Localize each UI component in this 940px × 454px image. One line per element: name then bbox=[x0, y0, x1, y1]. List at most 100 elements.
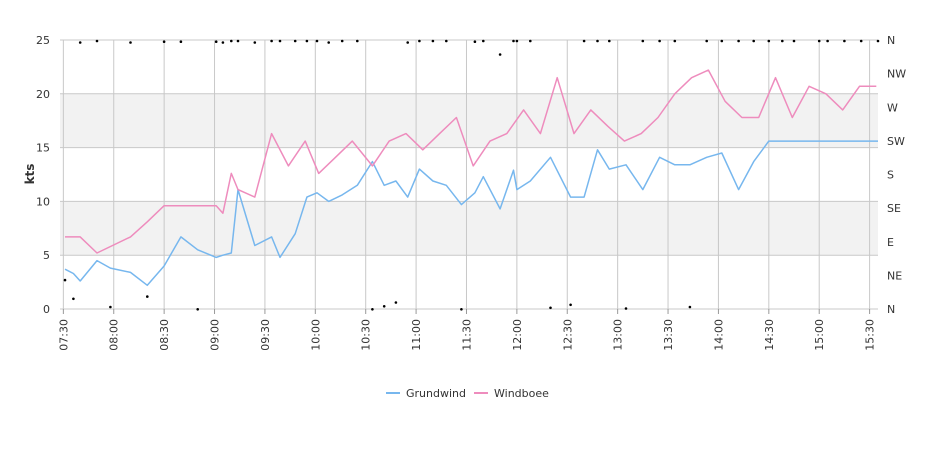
direction-dot bbox=[705, 39, 708, 43]
direction-dot bbox=[162, 40, 166, 43]
direction-dot bbox=[270, 39, 273, 43]
direction-dot bbox=[512, 39, 515, 43]
direction-dot bbox=[752, 39, 755, 43]
direction-dot bbox=[473, 40, 477, 43]
series-layer bbox=[64, 69, 878, 287]
x-tick-label: 14:00 bbox=[712, 319, 725, 351]
grid-band-1 bbox=[60, 93, 878, 148]
x-tick-label: 08:30 bbox=[158, 319, 171, 351]
y-axis-label: kts bbox=[23, 164, 37, 185]
x-tick-label: 10:00 bbox=[309, 319, 322, 351]
direction-dot bbox=[78, 41, 82, 44]
y-axis-left: 0 5 10 15 20 25 bbox=[36, 34, 50, 316]
y2-tick-label: E bbox=[887, 236, 894, 249]
series-line-grundwind bbox=[64, 140, 878, 287]
x-tick-label: 11:30 bbox=[460, 319, 473, 351]
x-tick-label: 09:00 bbox=[209, 319, 222, 351]
direction-dot bbox=[129, 41, 132, 44]
x-tick-label: 13:30 bbox=[662, 319, 675, 351]
direction-dot bbox=[315, 39, 319, 43]
direction-dot bbox=[221, 41, 225, 44]
direction-dot bbox=[817, 39, 821, 43]
y2-tick-label: W bbox=[887, 101, 898, 114]
y2-tick-label: SE bbox=[887, 202, 901, 215]
direction-dot bbox=[95, 39, 99, 43]
direction-dots bbox=[63, 39, 880, 311]
direction-dot bbox=[431, 39, 435, 43]
y2-tick-label: S bbox=[887, 169, 894, 182]
direction-dot bbox=[382, 305, 386, 308]
direction-dot bbox=[515, 39, 519, 43]
x-tick-label: 08:00 bbox=[108, 319, 121, 351]
x-tick-label: 15:00 bbox=[813, 319, 826, 351]
x-tick-label: 12:00 bbox=[511, 319, 524, 351]
y-tick-label: 25 bbox=[36, 34, 50, 47]
direction-dot bbox=[843, 39, 846, 43]
direction-dot bbox=[737, 39, 740, 43]
direction-dot bbox=[253, 41, 257, 44]
x-tick-label: 10:30 bbox=[360, 319, 373, 351]
direction-dot bbox=[146, 295, 149, 298]
direction-dot bbox=[445, 39, 448, 43]
direction-dot bbox=[549, 306, 552, 310]
x-tick-label: 14:30 bbox=[763, 319, 776, 351]
direction-dot bbox=[214, 40, 218, 43]
direction-dot bbox=[460, 308, 463, 311]
y-tick-label: 5 bbox=[43, 249, 50, 262]
x-tick-label: 09:30 bbox=[259, 319, 272, 351]
direction-dot bbox=[230, 39, 233, 43]
direction-dot bbox=[624, 307, 628, 310]
direction-dot bbox=[641, 39, 645, 43]
grid-bands bbox=[60, 93, 878, 256]
y-tick-label: 20 bbox=[36, 88, 50, 101]
direction-dot bbox=[569, 303, 572, 307]
direction-dot bbox=[859, 39, 863, 43]
y-tick-label: 10 bbox=[36, 195, 50, 208]
series-line-windboee bbox=[65, 69, 877, 254]
direction-dot bbox=[278, 39, 282, 43]
direction-dot bbox=[876, 39, 880, 43]
direction-dot bbox=[406, 41, 410, 44]
direction-dot bbox=[236, 39, 240, 43]
x-tick-label: 07:30 bbox=[57, 319, 70, 351]
x-axis: 07:30 08:00 08:30 09:00 09:30 10:00 10:30 11:00… bbox=[57, 309, 877, 351]
direction-dot bbox=[293, 39, 297, 43]
y2-tick-label: NE bbox=[887, 269, 902, 282]
direction-dot bbox=[394, 301, 398, 304]
legend-label-windboee: Windboee bbox=[494, 387, 549, 400]
direction-dot bbox=[608, 39, 611, 43]
y2-tick-label: N bbox=[887, 34, 895, 47]
direction-dot bbox=[582, 39, 586, 43]
direction-dot bbox=[826, 39, 829, 43]
legend: Grundwind Windboee bbox=[386, 387, 549, 400]
x-tick-label: 11:00 bbox=[410, 319, 423, 351]
horizontal-gridlines bbox=[60, 39, 878, 310]
y2-tick-label: N bbox=[887, 303, 895, 316]
direction-dot bbox=[792, 39, 796, 43]
y2-tick-label: SW bbox=[887, 135, 905, 148]
direction-dot bbox=[179, 40, 183, 43]
direction-dot bbox=[658, 39, 661, 43]
direction-dot bbox=[673, 39, 677, 43]
direction-dot bbox=[781, 39, 784, 43]
direction-dot bbox=[596, 39, 599, 43]
direction-dot bbox=[327, 41, 331, 44]
x-tick-label: 15:30 bbox=[864, 319, 877, 351]
x-tick-label: 12:30 bbox=[561, 319, 574, 351]
direction-dot bbox=[340, 39, 344, 43]
direction-dot bbox=[720, 39, 724, 43]
direction-dot bbox=[482, 39, 485, 43]
direction-dot bbox=[688, 305, 692, 309]
y2-tick-label: NW bbox=[887, 68, 906, 81]
grid-band-0 bbox=[60, 201, 878, 256]
y-tick-label: 15 bbox=[36, 142, 50, 155]
direction-dot bbox=[72, 297, 75, 301]
legend-label-grundwind: Grundwind bbox=[406, 387, 466, 400]
direction-dot bbox=[529, 39, 532, 43]
y-tick-label: 0 bbox=[43, 303, 50, 316]
vertical-gridlines bbox=[62, 40, 871, 309]
direction-dot bbox=[371, 308, 374, 311]
direction-dot bbox=[109, 305, 112, 309]
direction-dot bbox=[196, 308, 199, 311]
